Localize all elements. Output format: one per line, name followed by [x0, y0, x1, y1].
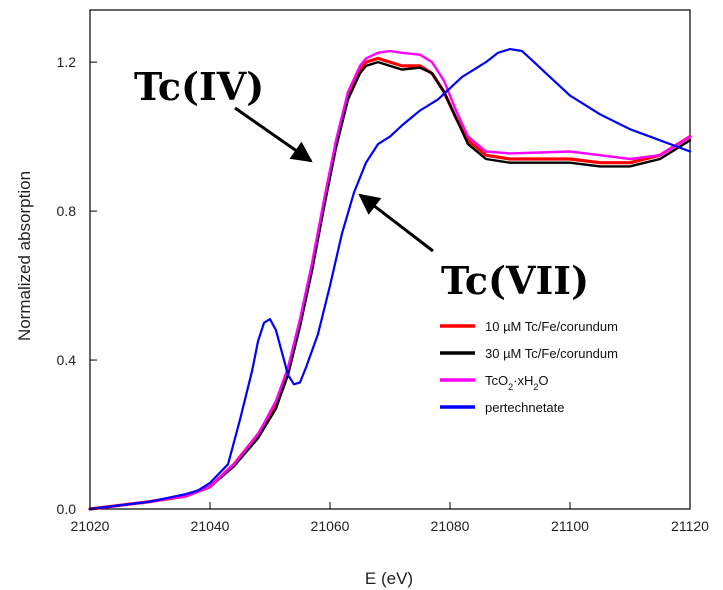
axis-ticks: 21020 21040 21060 21080 21100 21120 0.0 0.4 0.8 1… [57, 54, 710, 534]
plot-frame [89, 9, 691, 510]
series-line-1 [88, 56, 692, 511]
series-line-2 [88, 60, 692, 511]
annotation-tc-iv: Tc(IV) [134, 64, 264, 109]
legend-label: 30 µM Tc/Fe/corundum [485, 346, 618, 361]
legend-label: pertechnetate [485, 400, 565, 415]
x-tick-label: 21120 [671, 518, 709, 534]
x-tick-label: 21040 [191, 518, 230, 534]
annotation-tc-vii-arrow [358, 193, 434, 253]
series-layer [88, 47, 692, 511]
y-tick-label: 0.0 [57, 501, 77, 517]
x-axis-title: E (eV) [365, 569, 413, 588]
legend-label: TcO2·xH2O [485, 373, 549, 392]
y-tick-label: 0.4 [57, 352, 77, 368]
annotation-tc-vii: Tc(VII) [441, 258, 589, 303]
legend-label: 10 µM Tc/Fe/corundum [485, 319, 618, 334]
x-tick-label: 21060 [311, 518, 350, 534]
y-tick-label: 0.8 [57, 203, 77, 219]
x-tick-label: 21080 [431, 518, 470, 534]
y-tick-label: 1.2 [57, 54, 77, 70]
y-axis-title: Normalized absorption [15, 171, 34, 341]
annotation-tc-iv-arrow [234, 106, 313, 163]
series-line-3 [88, 49, 692, 511]
x-tick-label: 21100 [551, 518, 589, 534]
x-tick-label: 21020 [71, 518, 110, 534]
series-line-4 [88, 47, 692, 511]
plot-area [89, 9, 691, 510]
legend: 10 µM Tc/Fe/corundum 30 µM Tc/Fe/corundum… [440, 319, 618, 415]
annotations: Tc(IV) Tc(VII) [134, 64, 589, 303]
